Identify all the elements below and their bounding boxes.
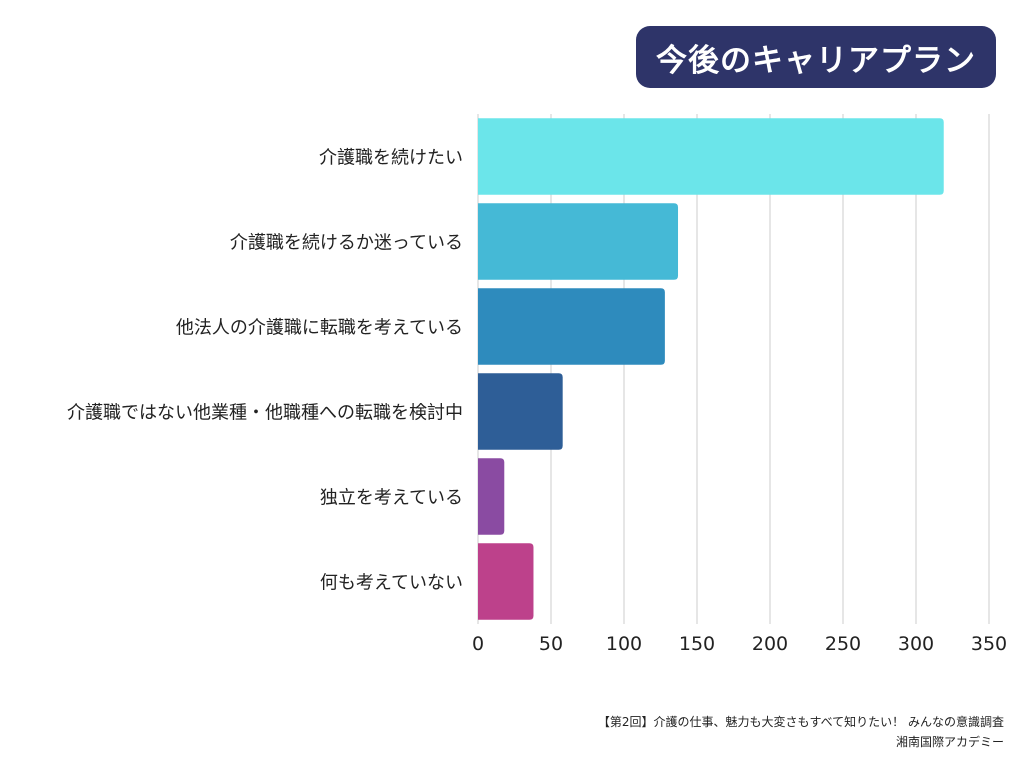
category-label: 介護職を続けたい xyxy=(319,148,463,169)
x-tick-label: 0 xyxy=(472,633,484,655)
bar xyxy=(478,203,679,280)
x-tick-label: 300 xyxy=(898,633,934,655)
bar xyxy=(478,543,534,620)
chart-title: 今後のキャリアプラン xyxy=(636,26,996,88)
category-label: 介護職ではない他業種・他職種への転職を検討中 xyxy=(67,403,463,424)
source-note: 【第2回】介護の仕事、魅力も大変さもすべて知りたい！ みんなの意識調査 湘南国際… xyxy=(598,712,1004,752)
x-tick-label: 150 xyxy=(679,633,715,655)
source-line-1: 【第2回】介護の仕事、魅力も大変さもすべて知りたい！ みんなの意識調査 xyxy=(597,715,1004,729)
x-tick-label: 350 xyxy=(971,633,1007,655)
category-label: 独立を考えている xyxy=(320,488,463,509)
x-tick-label: 200 xyxy=(752,633,788,655)
category-label: 他法人の介護職に転職を考えている xyxy=(176,318,463,339)
source-line-2: 湘南国際アカデミー xyxy=(895,735,1004,749)
x-tick-label: 250 xyxy=(825,633,861,655)
category-labels: 介護職を続けたい介護職を続けるか迷っている他法人の介護職に転職を考えている介護職… xyxy=(67,148,463,594)
x-tick-label: 50 xyxy=(539,633,563,655)
bar xyxy=(478,288,665,365)
bars xyxy=(478,118,944,620)
bar xyxy=(478,118,944,195)
bar xyxy=(478,458,505,535)
x-tick-label: 100 xyxy=(606,633,642,655)
bar xyxy=(478,373,563,450)
x-tick-labels: 0 50 100 150 200 250 300 350 xyxy=(472,633,1007,655)
category-label: 何も考えていない xyxy=(320,573,463,594)
gridlines xyxy=(477,114,990,624)
category-label: 介護職を続けるか迷っている xyxy=(230,233,463,254)
